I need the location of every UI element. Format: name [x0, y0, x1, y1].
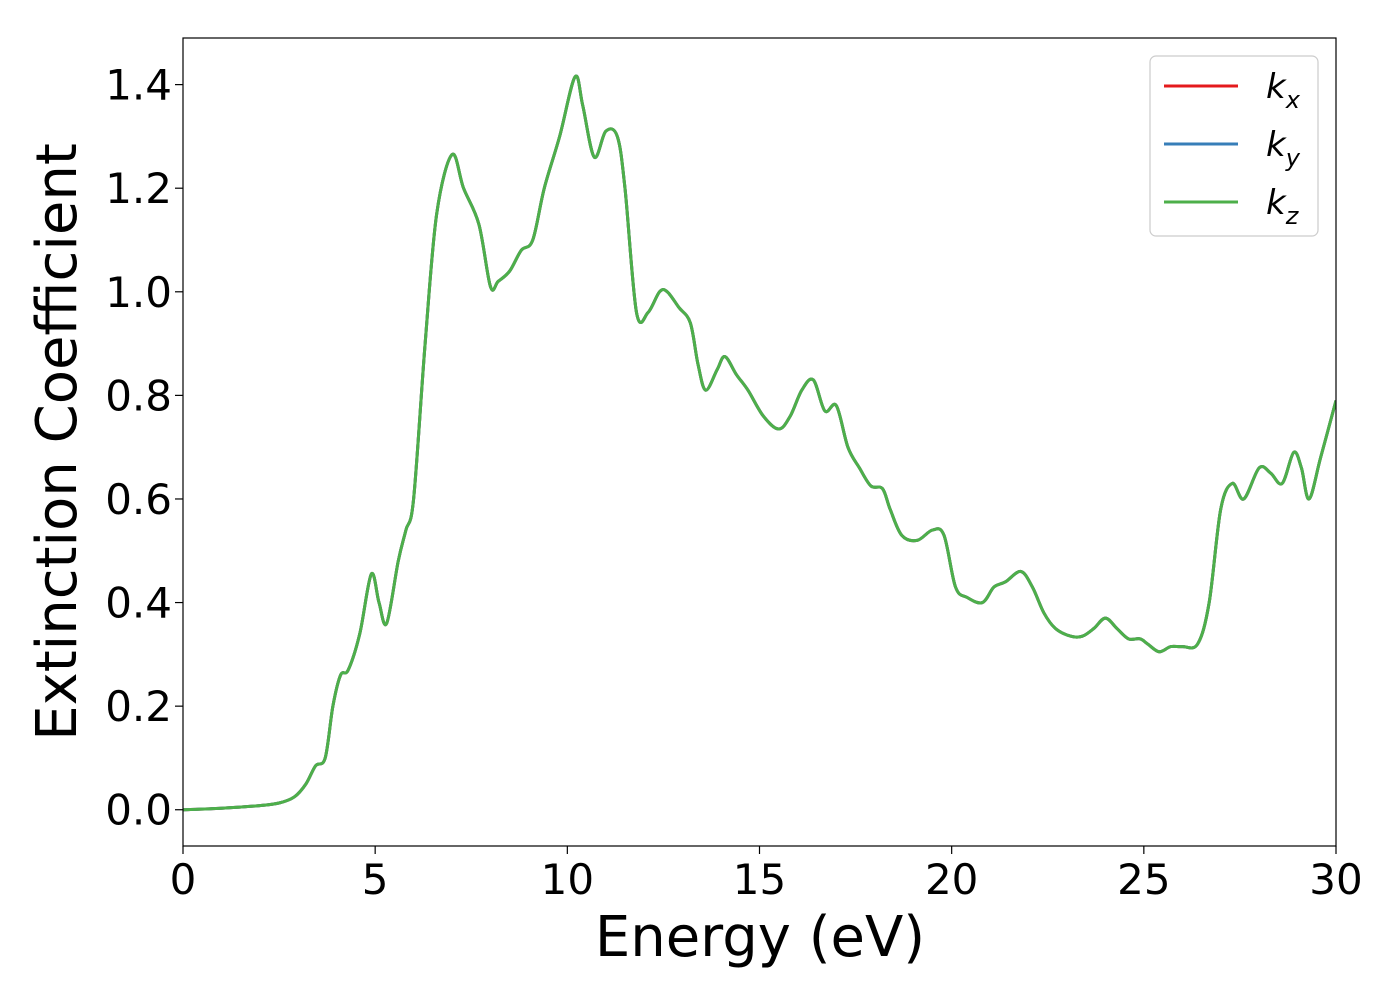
- legend-box: [1149, 55, 1319, 237]
- x-tick-label: 15: [733, 855, 786, 904]
- x-tick-label: 25: [1117, 855, 1170, 904]
- y-tick-label: 0.4: [105, 579, 172, 628]
- series-layer: [183, 74, 1336, 812]
- x-tick-label: 5: [362, 855, 389, 904]
- y-axis-title: Extinction Coefficient: [25, 143, 90, 741]
- y-tick-label: 1.2: [105, 164, 172, 213]
- x-tick-label: 10: [541, 855, 594, 904]
- legend: kx ky kz: [1149, 55, 1319, 237]
- y-tick-label: 0.2: [105, 682, 172, 731]
- series-line-kz: [183, 74, 1336, 812]
- y-tick-label: 1.0: [105, 268, 172, 317]
- y-tick-label: 0.6: [105, 475, 172, 524]
- x-tick-label: 0: [170, 855, 197, 904]
- x-axis-title: Energy (eV): [595, 905, 925, 970]
- x-tick-label: 20: [925, 855, 978, 904]
- plot-background: [183, 38, 1336, 846]
- legend-label-ky: ky: [1266, 125, 1301, 172]
- y-tick-label: 0.0: [105, 786, 172, 835]
- plot-area: [183, 38, 1336, 846]
- axes-layer: 0 5 10 15 20 25 30 0.0 0.2 0.4 0.6 0.8 1.0 1.2 1.4: [105, 37, 1363, 904]
- legend-label-kz: kz: [1266, 183, 1300, 230]
- y-tick-label: 1.4: [105, 61, 172, 110]
- legend-label-kx: kx: [1266, 67, 1301, 114]
- y-tick-label: 0.8: [105, 371, 172, 420]
- x-tick-label: 30: [1309, 855, 1362, 904]
